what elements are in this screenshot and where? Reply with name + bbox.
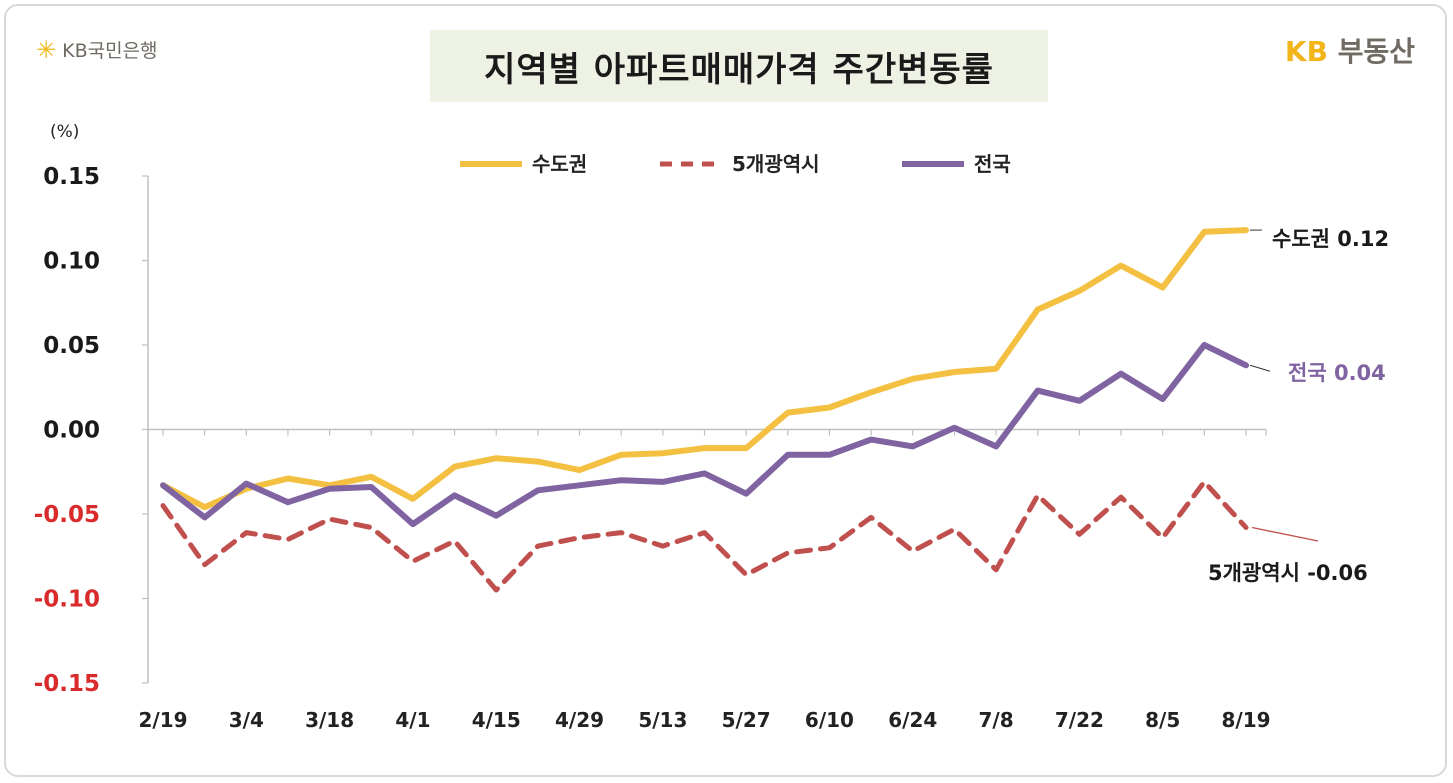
x-tick-label: 6/10	[805, 708, 854, 732]
end-label-leader-5-metro-cities	[1251, 526, 1319, 542]
series-line-capital-area	[160, 227, 1249, 511]
y-tick-label: -0.05	[34, 502, 100, 528]
y-tick-label: 0.05	[43, 333, 100, 359]
x-tick-label: 4/1	[395, 708, 430, 732]
chart-title: 지역별 아파트매매가격 주간변동률	[484, 49, 994, 90]
y-tick-label: 0.15	[43, 164, 100, 190]
legend-capital-area-label: 수도권	[532, 152, 587, 176]
legend-national-label: 전국	[974, 152, 1011, 176]
legend-5-metro-cities-label: 5개광역시	[732, 152, 820, 176]
x-tick-label: 7/22	[1055, 708, 1104, 732]
end-label-5-metro-cities: 5개광역시 -0.06	[1208, 561, 1368, 585]
end-label-leader-national	[1249, 364, 1271, 372]
y-tick-label: -0.10	[34, 587, 100, 613]
end-label-national: 전국 0.04	[1288, 361, 1386, 385]
x-tick-label: 7/8	[979, 708, 1014, 732]
x-tick-label: 5/13	[638, 708, 687, 732]
brand-right-text: 부동산	[1337, 35, 1415, 68]
kb-real-estate-logo: KB 부동산	[1285, 30, 1415, 70]
y-tick-label: 0.10	[43, 249, 100, 275]
series-line-5-metro-cities	[160, 479, 1249, 593]
x-tick-label: 3/18	[305, 708, 354, 732]
y-unit-label: (%)	[50, 122, 79, 142]
y-tick-label: 0.00	[43, 418, 100, 444]
x-tick-label: 5/27	[722, 708, 771, 732]
kb-star-icon: ✳	[36, 35, 57, 64]
x-tick-label: 2/19	[138, 708, 187, 732]
kb-kookmin-bank-logo: ✳ KB국민은행	[36, 36, 158, 63]
brand-left-text: KB국민은행	[62, 40, 158, 62]
x-tick-label: 8/5	[1145, 708, 1180, 732]
x-tick-label: 3/4	[229, 708, 264, 732]
series-line-national	[160, 342, 1249, 528]
chart-title-box: 지역별 아파트매매가격 주간변동률	[430, 30, 1048, 102]
y-tick-label: -0.15	[34, 671, 100, 697]
chart-frame	[4, 4, 1447, 777]
x-tick-label: 8/19	[1221, 708, 1270, 732]
x-tick-label: 4/15	[472, 708, 521, 732]
x-tick-label: 4/29	[555, 708, 604, 732]
brand-right-prefix: KB	[1284, 35, 1328, 68]
end-label-capital-area: 수도권 0.12	[1272, 227, 1389, 251]
x-tick-label: 6/24	[888, 708, 937, 732]
